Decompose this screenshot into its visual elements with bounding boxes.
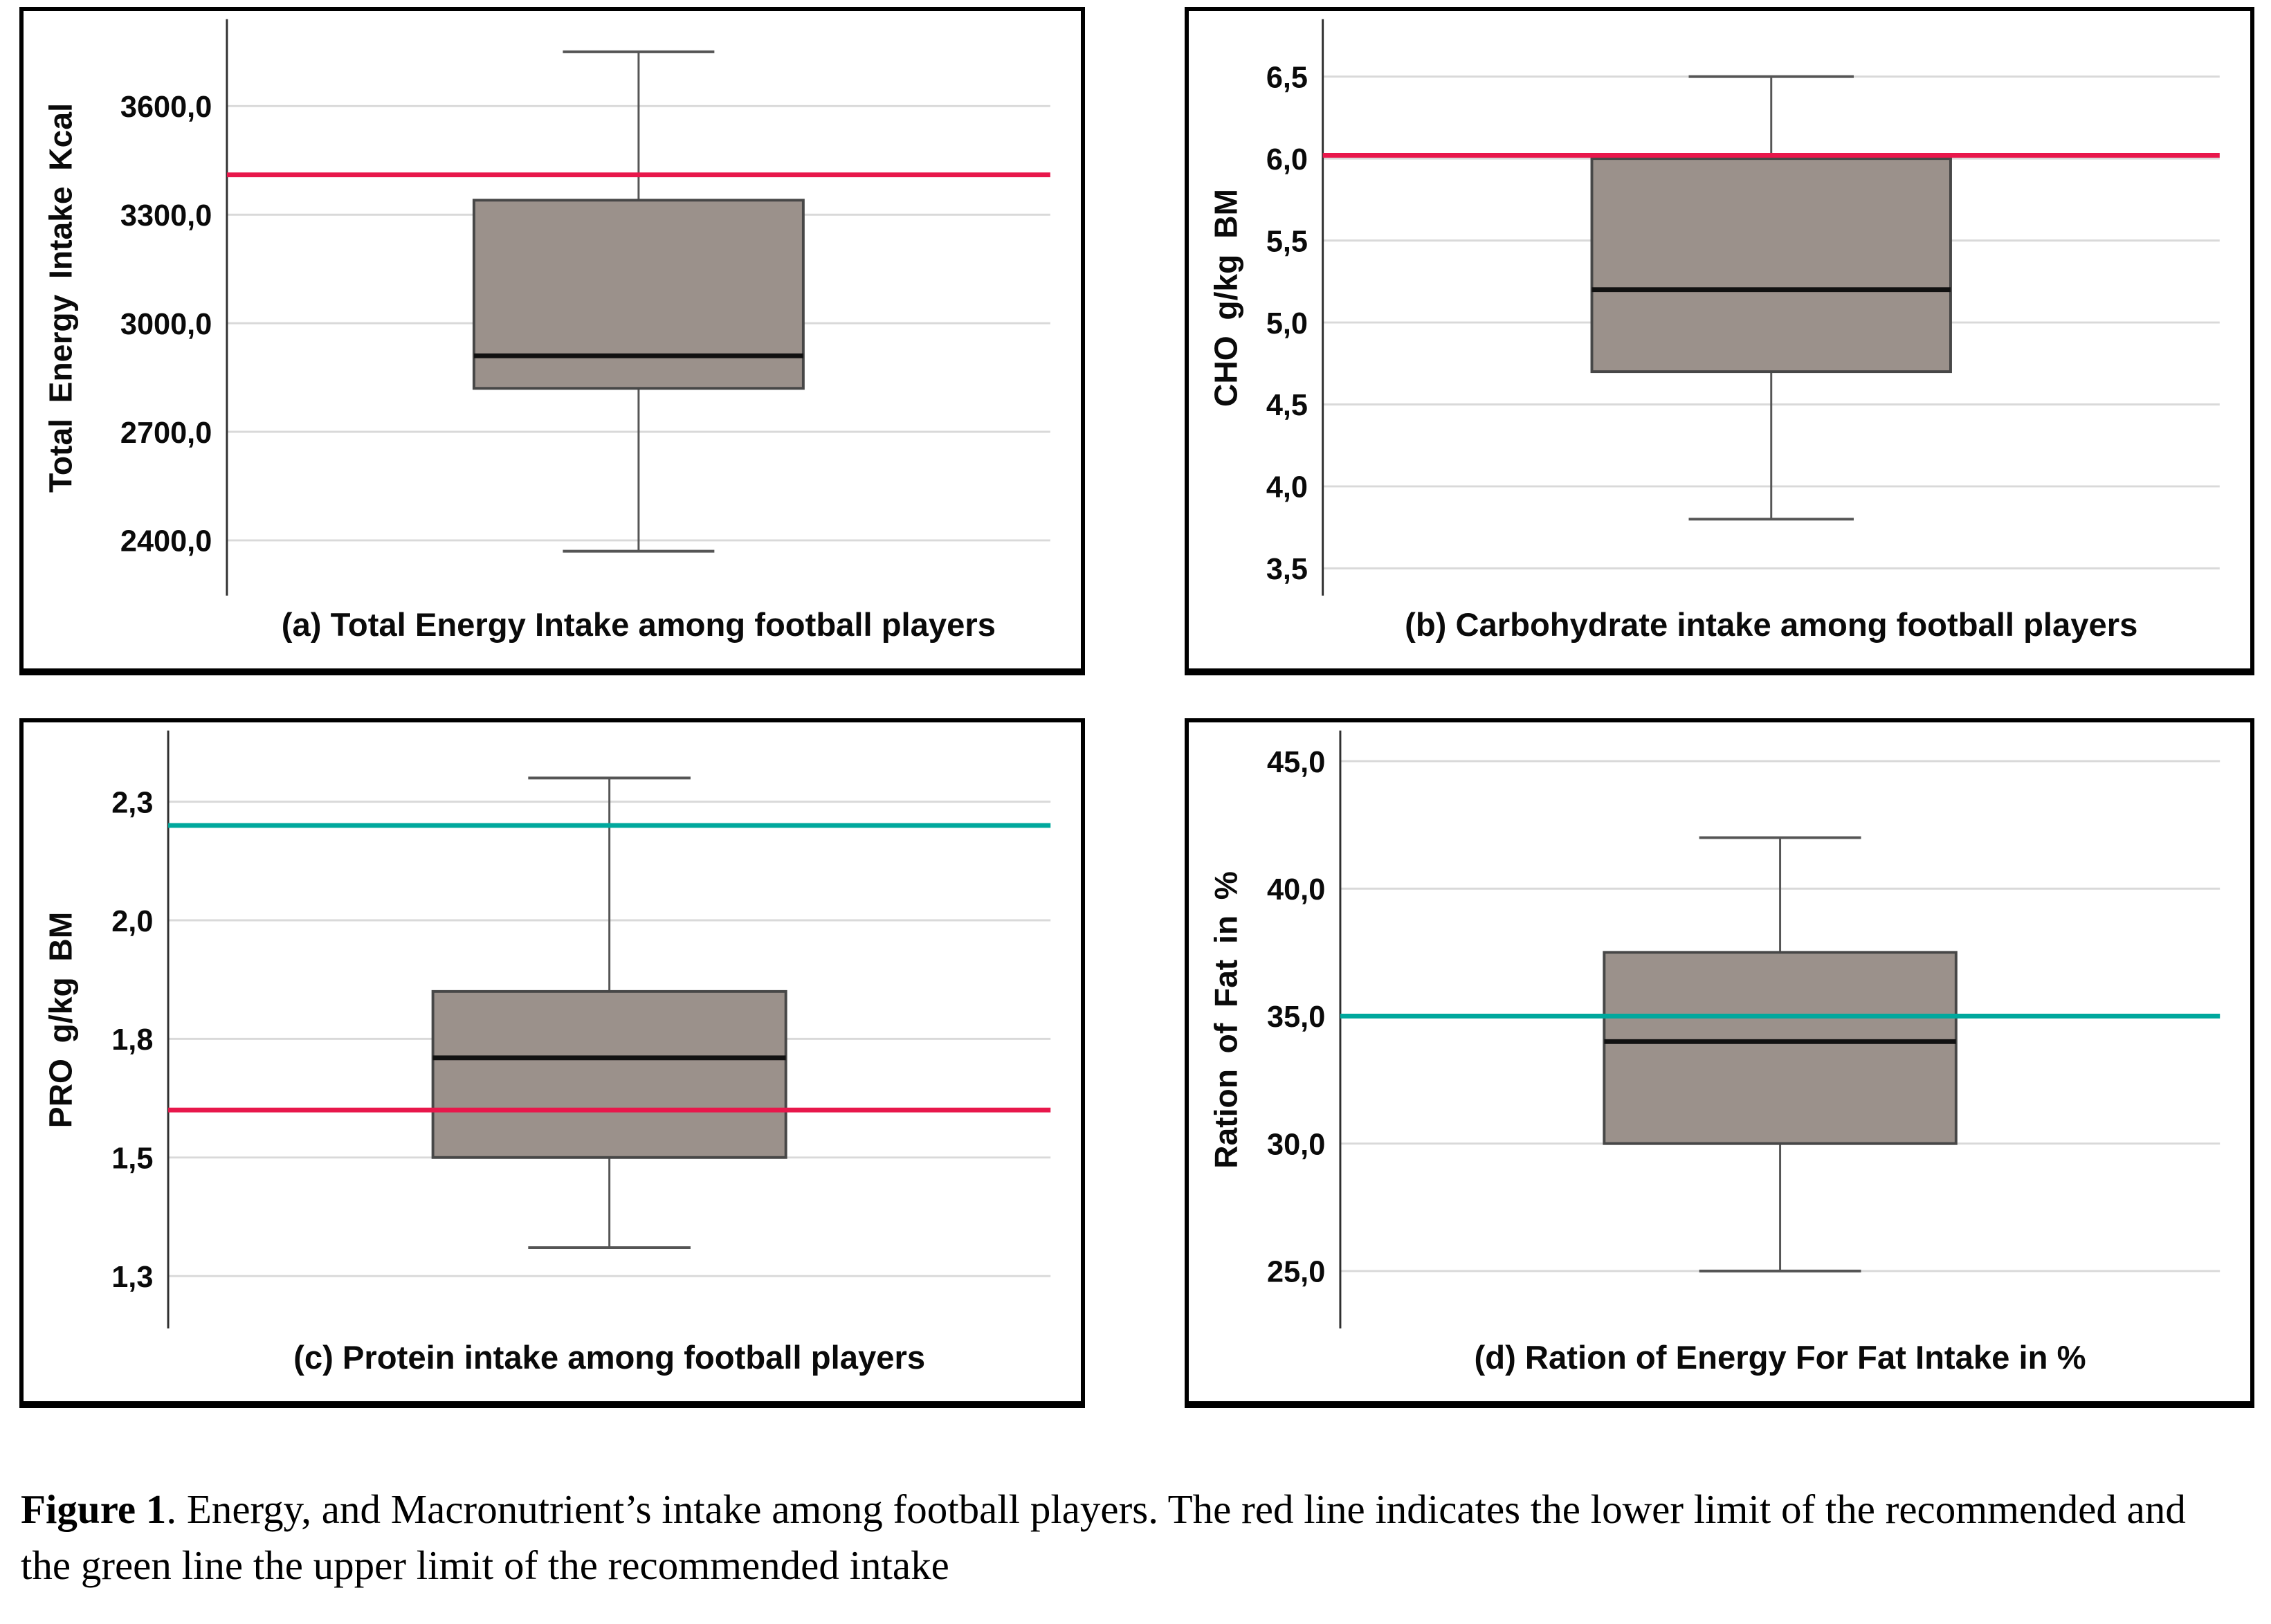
y-tick-label: 2,0 (111, 905, 153, 938)
box-iqr-a (472, 199, 805, 390)
boxplot-b: 6,5 6,0 5,5 5,0 4,5 4,0 3,5 CHO g/kg BM (b) Carb… (1208, 19, 2220, 644)
y-tick-label: 2700,0 (120, 417, 212, 450)
y-axis-label-c: PRO g/kg BM (42, 912, 78, 1129)
boxplot-d: 45,0 40,0 35,0 30,0 25,0 Ration of Fat in % (d… (1207, 730, 2220, 1376)
panel-caption-d: (d) Ration of Energy For Fat Intake in % (1475, 1340, 2086, 1376)
y-tick-label: 3000,0 (120, 308, 212, 341)
panel-carbohydrate: 6,5 6,0 5,5 5,0 4,5 4,0 3,5 CHO g/kg BM (b) Carb… (1185, 7, 2254, 675)
y-tick-label: 1,8 (111, 1023, 153, 1057)
y-tick-label: 1,5 (111, 1142, 153, 1176)
figure-caption-text: . Energy, and Macronutrient’s intake amo… (21, 1486, 2186, 1589)
box-iqr-b (1590, 157, 1952, 374)
y-tick-label: 2,3 (111, 786, 153, 819)
y-tick-label: 3,5 (1266, 553, 1308, 586)
panel-caption-a: (a) Total Energy Intake among football p… (282, 607, 996, 644)
figure-caption-label: Figure 1 (21, 1486, 167, 1532)
y-tick-label: 4,0 (1266, 471, 1308, 504)
box-iqr-c (431, 989, 787, 1159)
y-tick-label: 5,0 (1266, 307, 1308, 340)
panel-caption-c: (c) Protein intake among football player… (293, 1340, 925, 1376)
boxplot-a: 3600,0 3300,0 3000,0 2700,0 2400,0 Total Ener… (43, 19, 1050, 644)
y-tick-label: 6,5 (1266, 61, 1308, 94)
y-tick-label: 45,0 (1267, 746, 1325, 779)
y-tick-label: 5,5 (1266, 225, 1308, 258)
panel-protein: 2,3 2,0 1,8 1,5 1,3 PRO g/kg BM (c) Protein in… (19, 718, 1085, 1408)
y-axis-label-a: Total Energy Intake Kcal (43, 103, 79, 493)
y-tick-label: 35,0 (1267, 1001, 1325, 1034)
panel-total-energy: 3600,0 3300,0 3000,0 2700,0 2400,0 Total Ener… (19, 7, 1085, 675)
boxplot-c: 2,3 2,0 1,8 1,5 1,3 PRO g/kg BM (c) Protein in… (42, 730, 1051, 1376)
y-tick-label: 2400,0 (120, 525, 212, 558)
y-tick-label: 30,0 (1267, 1128, 1325, 1161)
y-tick-label: 1,3 (111, 1261, 153, 1294)
y-tick-label: 25,0 (1267, 1256, 1325, 1289)
y-tick-label: 4,5 (1266, 389, 1308, 422)
panel-caption-b: (b) Carbohydrate intake among football p… (1405, 607, 2137, 644)
y-axis-label-b: CHO g/kg BM (1208, 189, 1244, 407)
box-iqr-d (1603, 951, 1958, 1145)
panel-fat-ratio: 45,0 40,0 35,0 30,0 25,0 Ration of Fat in % (d… (1185, 718, 2254, 1408)
y-tick-label: 40,0 (1267, 873, 1325, 906)
y-tick-label: 3600,0 (120, 91, 212, 124)
y-tick-label: 6,0 (1266, 143, 1308, 176)
y-tick-label: 3300,0 (120, 199, 212, 232)
y-axis-label-d: Ration of Fat in % (1207, 871, 1243, 1169)
figure-caption: Figure 1. Energy, and Macronutrient’s in… (21, 1481, 2235, 1594)
